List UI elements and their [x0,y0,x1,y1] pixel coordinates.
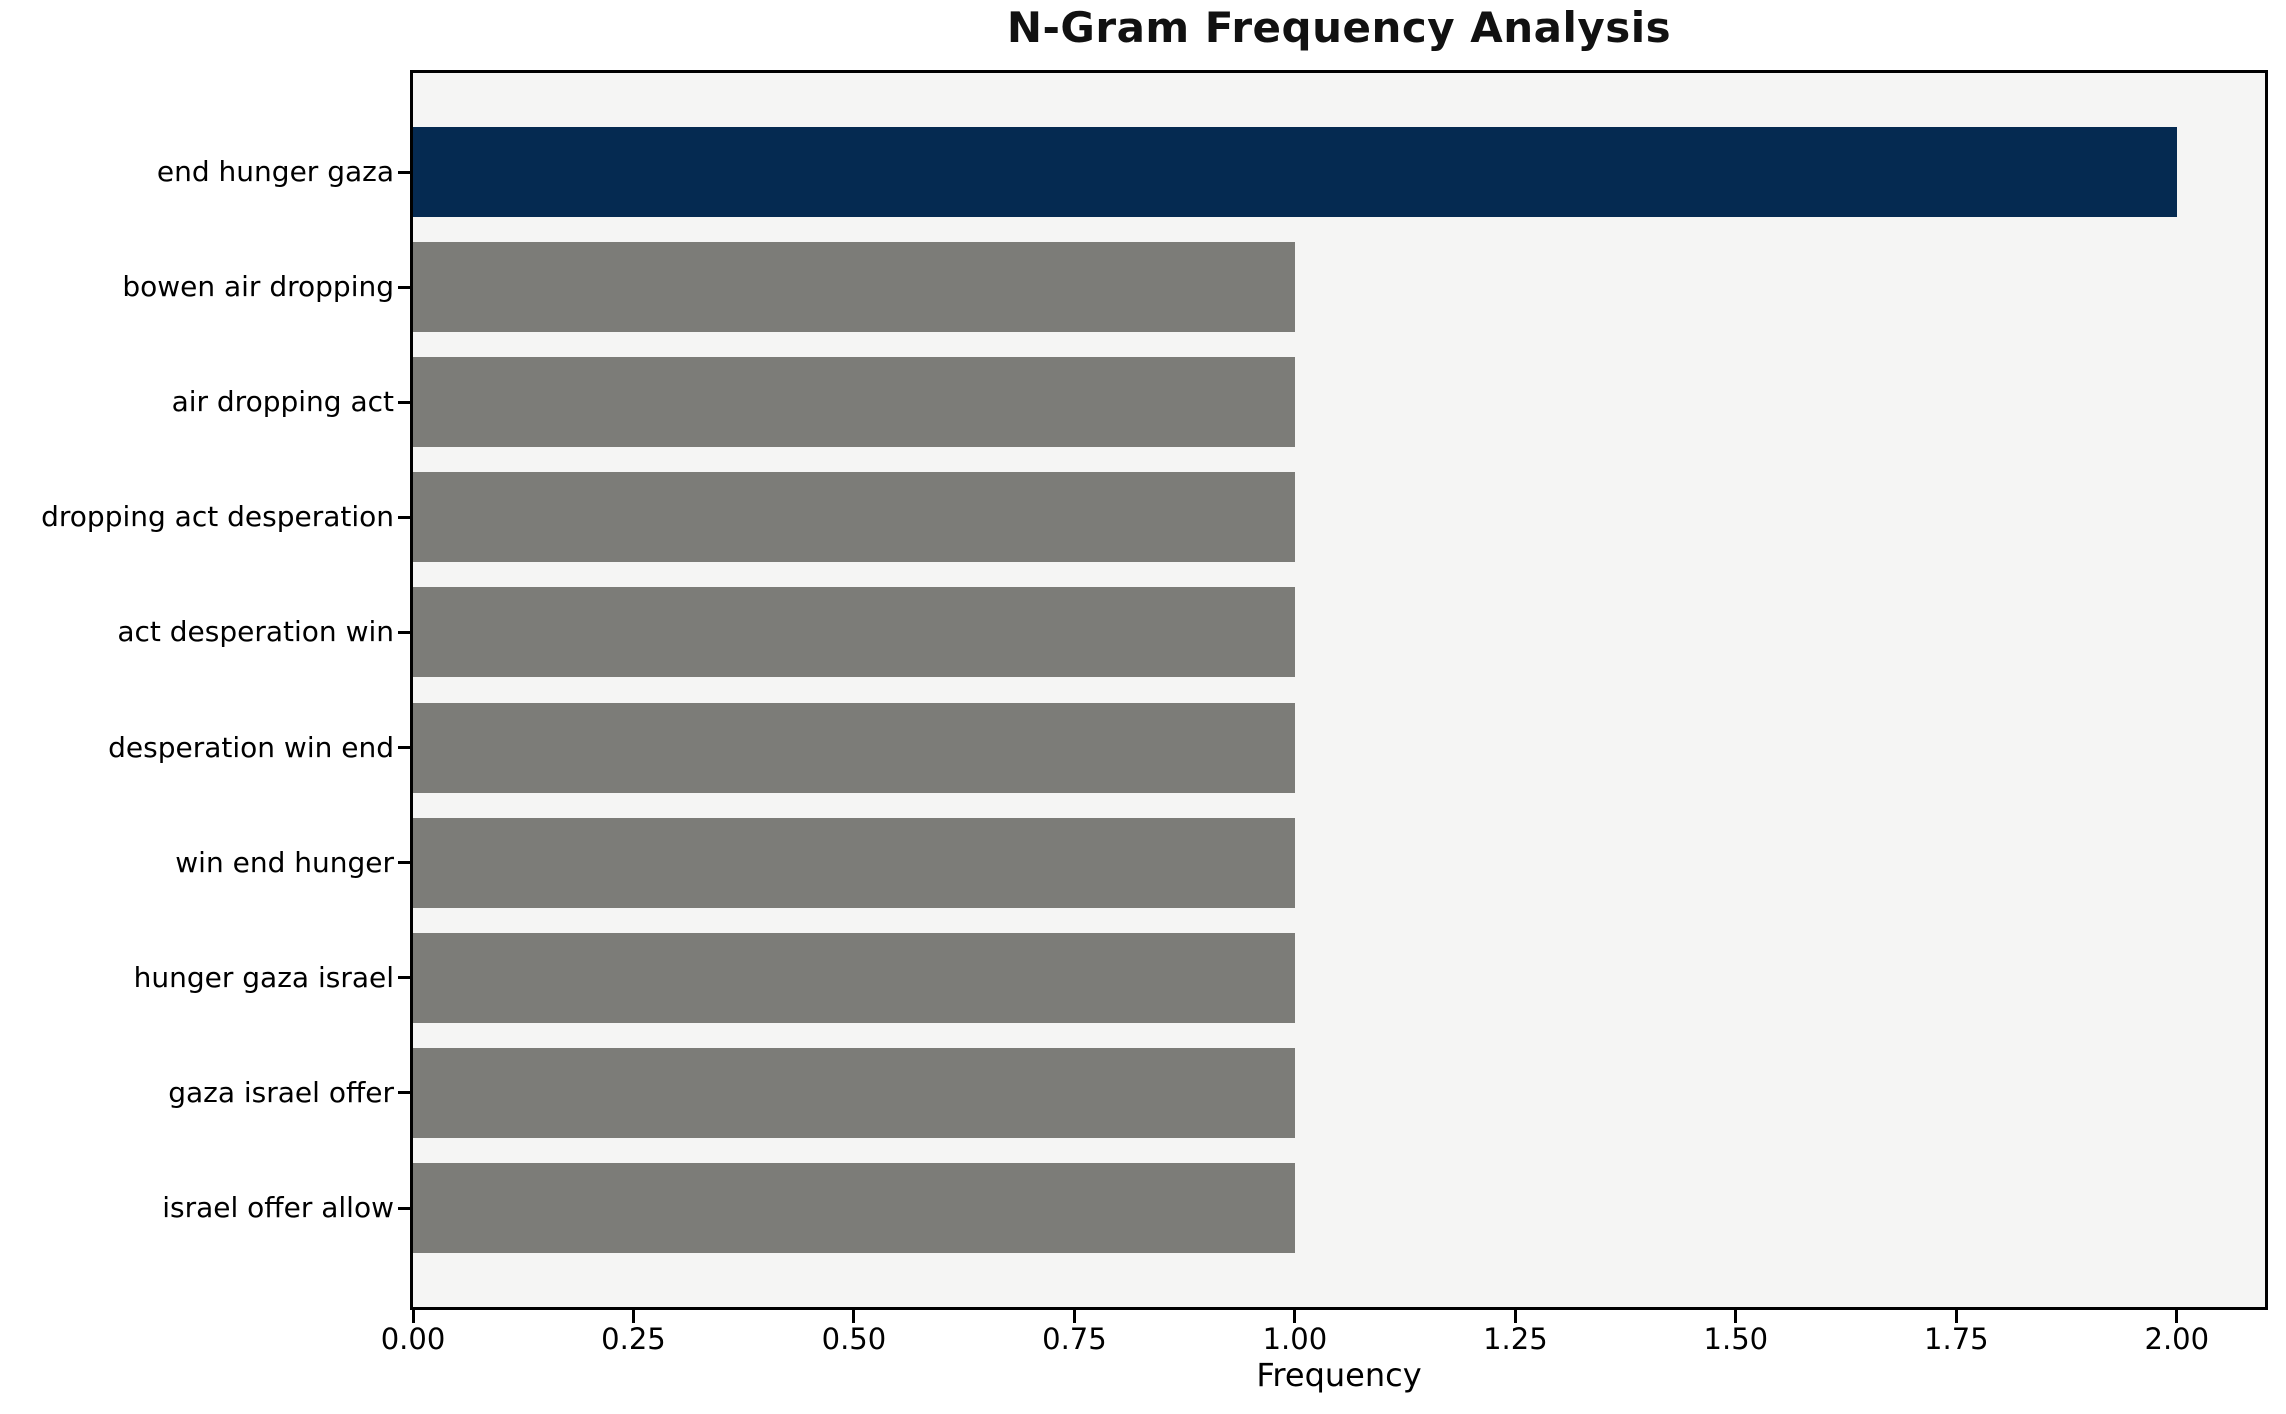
y-tick-label: hunger gaza israel [133,960,394,994]
x-tick-mark [1734,1310,1738,1323]
y-tick-mark [398,1206,410,1210]
x-tick-label: 0.50 [821,1322,887,1356]
bar [413,242,1295,333]
x-tick-label: 1.00 [1262,1322,1328,1356]
y-tick-mark [398,400,410,404]
bar [413,1047,1295,1138]
x-tick-mark [852,1310,856,1323]
bar [413,817,1295,908]
y-tick-mark [398,1091,410,1095]
y-tick-mark [398,170,410,174]
x-tick-mark [2175,1310,2179,1323]
x-tick-label: 1.75 [1924,1322,1989,1356]
y-tick-label: gaza israel offer [168,1075,394,1109]
y-tick-label: win end hunger [175,845,394,879]
y-tick-label: act desperation win [117,615,394,649]
y-tick-mark [398,285,410,289]
y-tick-mark [398,630,410,634]
y-tick-mark [398,515,410,519]
bar [413,932,1295,1023]
y-tick-label: desperation win end [108,730,394,764]
x-tick-mark [1954,1310,1958,1323]
x-tick-mark [411,1310,415,1323]
x-tick-label: 1.25 [1483,1322,1548,1356]
x-tick-label: 0.00 [380,1322,446,1356]
x-tick-mark [631,1310,635,1323]
y-tick-label: dropping act desperation [41,500,394,534]
x-tick-label: 0.25 [601,1322,666,1356]
x-tick-label: 2.00 [2144,1322,2210,1356]
y-tick-label: bowen air dropping [122,270,394,304]
y-tick-mark [398,861,410,865]
bar [413,587,1295,678]
bar [413,472,1295,563]
bar [413,127,2177,217]
y-tick-label: air dropping act [171,385,394,419]
bar [413,1163,1295,1253]
x-tick-label: 1.50 [1703,1322,1769,1356]
y-tick-mark [398,746,410,750]
x-tick-mark [1513,1310,1517,1323]
x-tick-mark [1072,1310,1076,1323]
y-tick-label: israel offer allow [162,1191,394,1224]
x-tick-mark [1293,1310,1297,1323]
plot-area [410,70,2268,1310]
x-tick-label: 0.75 [1042,1322,1107,1356]
y-tick-mark [398,976,410,980]
bar [413,357,1295,448]
x-axis-title: Frequency [1256,1356,1422,1394]
y-tick-label: end hunger gaza [156,155,394,188]
bar [413,702,1295,793]
chart-title: N-Gram Frequency Analysis [1006,3,1672,52]
